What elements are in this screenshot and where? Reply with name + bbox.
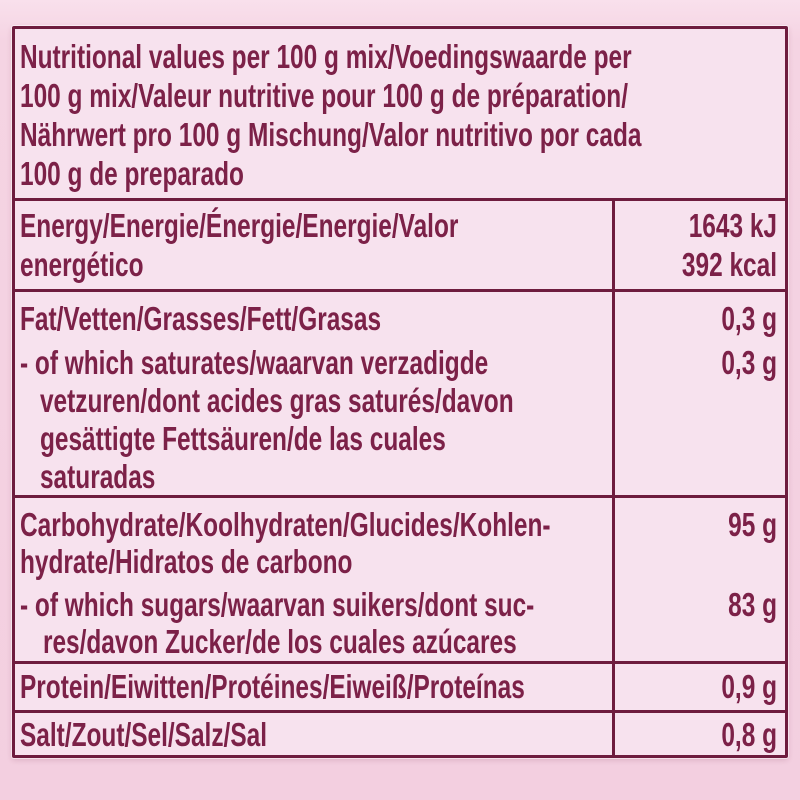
carbohydrate-value-amount: 95 g	[728, 506, 777, 543]
carbohydrate-value-spacer	[657, 543, 777, 580]
fat-label-line: Fat/Vetten/Grasses/Fett/Grasas	[20, 300, 382, 337]
table-row-protein: Protein/Eiwitten/Protéines/Eiweiß/Proteí…	[15, 661, 785, 710]
fat-saturates-value-amount: 0,3 g	[721, 344, 777, 381]
header-line-2: 100 g mix/Valeur nutritive pour 100 g de…	[20, 77, 628, 114]
energy-label-line: Energy/Energie/Énergie/Energie/Valor	[20, 207, 459, 244]
nutrition-table: Nutritional values per 100 g mix/Voeding…	[12, 26, 788, 758]
carbohydrate-label: Carbohydrate/Koolhydraten/Glucides/Kohle…	[15, 498, 612, 661]
header-line-3: Nährwert pro 100 g Mischung/Valor nutrit…	[20, 116, 642, 153]
table-row-energy: Energy/Energie/Énergie/Energie/Valor ene…	[15, 198, 785, 289]
energy-label-line: energético	[20, 246, 144, 283]
fat-saturates-label-line: vetzuren/dont acides gras saturés/davon	[39, 382, 514, 419]
fat-saturates-label-line: gesättigte Fettsäuren/de las cuales	[39, 420, 446, 457]
carbohydrate-label-line: hydrate/Hidratos de carbono	[20, 543, 353, 580]
energy-label: Energy/Energie/Énergie/Energie/Valor ene…	[15, 201, 612, 289]
table-row-salt: Salt/Zout/Sel/Salz/Sal 0,8 g	[15, 710, 785, 755]
table-header: Nutritional values per 100 g mix/Voeding…	[15, 29, 785, 198]
sugars-label-line: - of which sugars/waarvan suikers/dont s…	[20, 586, 535, 623]
salt-label: Salt/Zout/Sel/Salz/Sal	[15, 713, 612, 755]
sugars-label-line: res/davon Zucker/de los cuales azúcares	[42, 623, 517, 660]
salt-value: 0,8 g	[612, 713, 785, 755]
fat-label: Fat/Vetten/Grasses/Fett/Grasas - of whic…	[15, 292, 612, 495]
fat-value-amount: 0,3 g	[721, 300, 777, 337]
salt-value-amount: 0,8 g	[721, 716, 777, 753]
protein-value-amount: 0,9 g	[721, 668, 777, 705]
carbohydrate-label-line: Carbohydrate/Koolhydraten/Glucides/Kohle…	[20, 506, 551, 543]
energy-value-kcal: 392 kcal	[681, 246, 777, 283]
fat-saturates-label-line: saturadas	[39, 458, 156, 495]
protein-value: 0,9 g	[612, 664, 785, 710]
carbohydrate-value: 95 g 83 g	[612, 498, 785, 661]
energy-value-kj: 1643 kJ	[688, 207, 777, 244]
table-row-fat: Fat/Vetten/Grasses/Fett/Grasas - of whic…	[15, 289, 785, 495]
sugars-value-amount: 83 g	[728, 586, 777, 623]
protein-label-line: Protein/Eiwitten/Protéines/Eiweiß/Proteí…	[20, 668, 525, 705]
fat-saturates-label-line: - of which saturates/waarvan verzadigde	[20, 344, 489, 381]
header-line-1: Nutritional values per 100 g mix/Voeding…	[20, 38, 632, 75]
header-line-4: 100 g de preparado	[20, 155, 244, 192]
salt-label-line: Salt/Zout/Sel/Salz/Sal	[20, 716, 267, 753]
protein-label: Protein/Eiwitten/Protéines/Eiweiß/Proteí…	[15, 664, 612, 710]
table-row-carbohydrate: Carbohydrate/Koolhydraten/Glucides/Kohle…	[15, 495, 785, 661]
fat-value: 0,3 g 0,3 g	[612, 292, 785, 495]
energy-value: 1643 kJ 392 kcal	[612, 201, 785, 289]
